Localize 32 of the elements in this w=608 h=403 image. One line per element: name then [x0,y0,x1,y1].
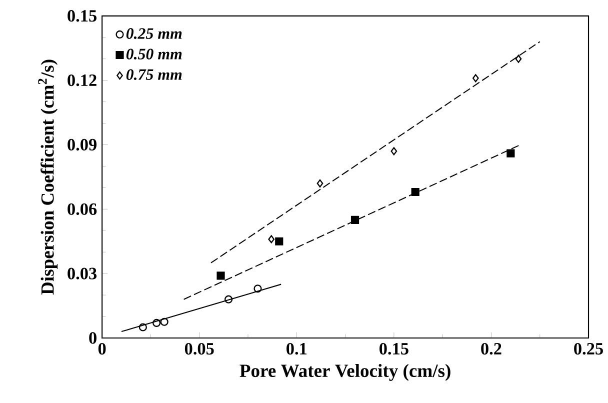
point [152,319,161,328]
point [515,54,522,64]
x-tick-label: 0.2 [481,343,502,355]
point [138,323,147,332]
x-tick-label: 0.1 [286,343,307,355]
x-tick-label: 0.15 [380,343,408,355]
point [316,180,324,188]
x-tick-label: 0 [98,343,106,355]
legend-label: 0.50 mm [126,48,182,60]
x-tick-label: 0.05 [184,343,214,355]
x-axis-title: Pore Water Velocity (cm/s) [240,364,450,382]
point [224,295,233,304]
y-tick-label: 0 [89,332,96,344]
point [506,149,515,158]
y-tick-label: 0.12 [68,74,96,86]
legend-label: 0.25 mm [126,28,182,40]
point [216,272,225,280]
y-tick-label: 0.09 [68,139,97,151]
point [472,74,479,82]
point [254,284,262,293]
legend-label: 0.75 mm [126,69,182,80]
point [350,216,360,224]
point [411,188,420,196]
x-tick-label: 0.25 [574,343,603,355]
point [160,318,168,326]
point [390,147,398,156]
y-tick-label: 0.06 [68,204,97,216]
point [268,235,275,244]
y-tick-label: 0.03 [68,268,97,280]
y-tick-label: 0.15 [68,10,96,22]
point [275,238,284,246]
y-axis-title: Dispersion Coefficient (cm$^{2}$/s) [38,60,58,295]
